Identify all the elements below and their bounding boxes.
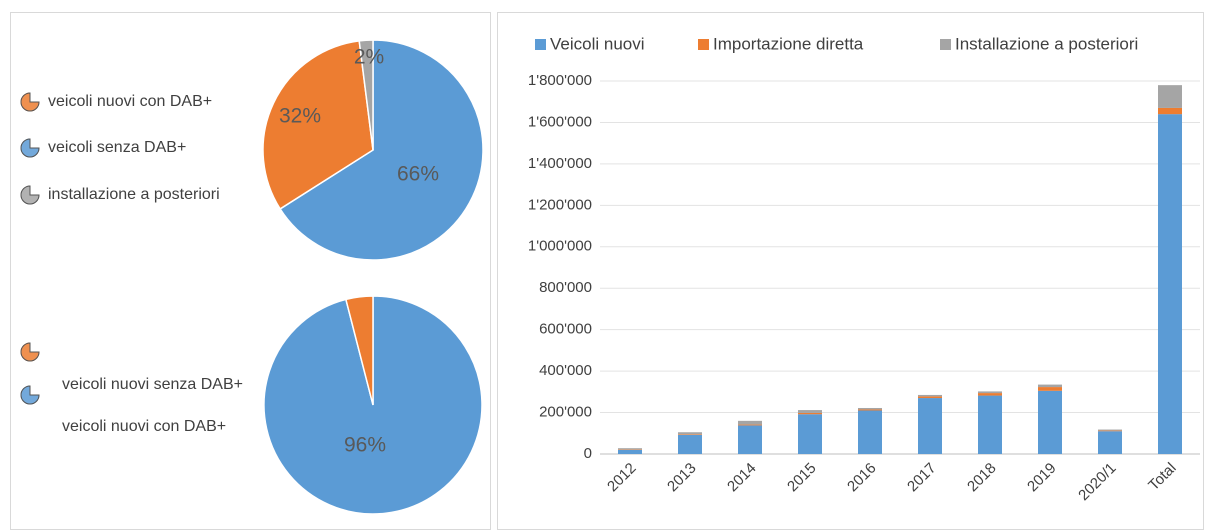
x-tick-label: 2014 xyxy=(724,460,760,496)
y-tick-label: 1'600'000 xyxy=(528,113,592,130)
bar-segment xyxy=(858,409,882,411)
bar-segment xyxy=(918,396,942,399)
bar-segment xyxy=(678,434,702,435)
pie-slice xyxy=(358,39,374,151)
pie-label: 32% xyxy=(279,105,321,128)
y-tick-label: 400'000 xyxy=(539,362,592,379)
bar-segment xyxy=(1038,384,1062,388)
y-tick-label: 200'000 xyxy=(539,404,592,421)
y-tick-label: 0 xyxy=(584,445,592,462)
x-tick-label: 2018 xyxy=(964,460,1000,496)
legend-label: veicoli nuovi senza DAB+ xyxy=(62,376,243,393)
x-tick-label: Total xyxy=(1145,460,1179,494)
legend-label: veicoli senza DAB+ xyxy=(48,139,186,156)
bar-segment xyxy=(1158,107,1182,115)
y-tick-label: 800'000 xyxy=(539,279,592,296)
legend-swatch xyxy=(535,39,546,50)
bar-segment xyxy=(738,425,762,454)
bar-segment xyxy=(1098,429,1122,431)
bar-segment xyxy=(918,394,942,397)
legend-label: installazione a posteriori xyxy=(48,186,220,203)
legend-icon-outline xyxy=(20,185,40,205)
legend-icon-outline xyxy=(20,138,40,158)
bar-segment xyxy=(618,448,642,450)
legend-label: Importazione diretta xyxy=(713,34,864,53)
bar-segment xyxy=(678,434,702,454)
x-tick-label: 2012 xyxy=(604,460,640,496)
bar-segment xyxy=(1158,85,1182,108)
bar-segment xyxy=(1038,390,1062,454)
pie-label: 2% xyxy=(354,46,384,69)
bar-segment xyxy=(978,395,1002,454)
bar-segment xyxy=(1098,431,1122,454)
x-tick-label: 2017 xyxy=(904,460,940,496)
bar-segment xyxy=(678,432,702,435)
legend-label: veicoli nuovi con DAB+ xyxy=(62,418,226,435)
legend-label: Veicoli nuovi xyxy=(550,34,645,53)
bar-segment xyxy=(798,414,822,454)
legend-swatch xyxy=(940,39,951,50)
bar-segment xyxy=(978,391,1002,394)
bar-segment xyxy=(1098,430,1122,432)
x-tick-label: 2016 xyxy=(844,460,880,496)
bar-segment xyxy=(798,410,822,413)
bar-segment xyxy=(738,424,762,426)
pie-label: 96% xyxy=(344,434,386,457)
legend-icon-outline xyxy=(20,385,40,405)
bar-segment xyxy=(858,407,882,410)
left-panel xyxy=(10,12,491,530)
x-tick-label: 2015 xyxy=(784,460,820,496)
y-tick-label: 600'000 xyxy=(539,321,592,338)
x-tick-label: 2013 xyxy=(664,460,700,496)
y-tick-label: 1'000'000 xyxy=(528,238,592,255)
pie-slice xyxy=(344,295,374,406)
bar-segment xyxy=(798,412,822,415)
x-tick-label: 2020/1 xyxy=(1075,460,1119,504)
bar-segment xyxy=(978,393,1002,396)
bar-segment xyxy=(1038,387,1062,391)
legend-label: Installazione a posteriori xyxy=(955,34,1138,53)
legend-swatch xyxy=(698,39,709,50)
y-tick-label: 1'400'000 xyxy=(528,155,592,172)
legend-icon-outline xyxy=(20,92,40,112)
bar-segment xyxy=(858,410,882,454)
bar-segment xyxy=(618,449,642,454)
pie-label: 66% xyxy=(397,163,439,186)
y-tick-label: 1'200'000 xyxy=(528,196,592,213)
legend-label: veicoli nuovi con DAB+ xyxy=(48,93,212,110)
x-tick-label: 2019 xyxy=(1024,460,1060,496)
bar-segment xyxy=(1158,114,1182,455)
bar-segment xyxy=(918,398,942,454)
legend-icon-outline xyxy=(20,342,40,362)
bar-segment xyxy=(738,420,762,425)
pie-slice xyxy=(279,39,484,261)
pie-slice xyxy=(262,40,374,210)
y-tick-label: 1'800'000 xyxy=(528,72,592,89)
right-panel xyxy=(497,12,1204,530)
